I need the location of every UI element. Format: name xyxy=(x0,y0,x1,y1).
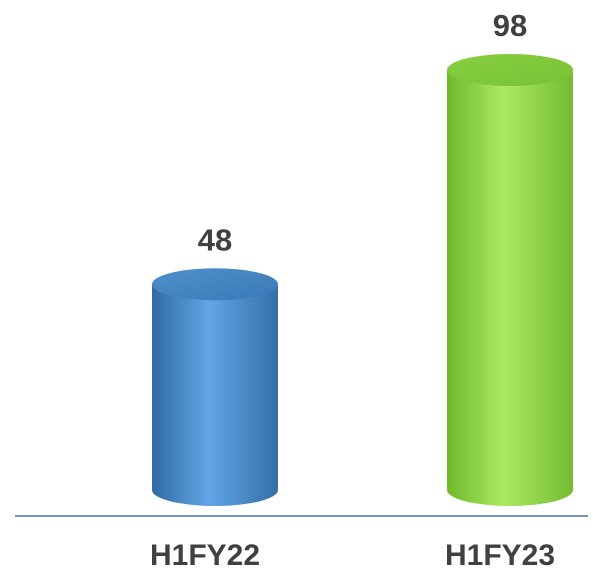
data-label: 48 xyxy=(198,222,232,257)
data-label: 98 xyxy=(493,8,527,43)
bar-H1FY23 xyxy=(447,54,573,506)
x-tick-label: H1FY22 xyxy=(150,539,260,572)
bar-top-cap xyxy=(447,54,573,86)
bars-layer xyxy=(152,54,573,506)
bar-body xyxy=(447,70,573,506)
bar-top-cap xyxy=(152,268,278,301)
x-tick-label: H1FY23 xyxy=(445,539,555,572)
bar-body xyxy=(152,284,278,506)
bar-H1FY22 xyxy=(152,268,278,506)
plot-area: 48 98 H1FY22 H1FY23 xyxy=(15,8,588,572)
tick-labels-layer: H1FY22 H1FY23 xyxy=(150,539,555,572)
data-labels-layer: 48 98 xyxy=(198,8,527,257)
